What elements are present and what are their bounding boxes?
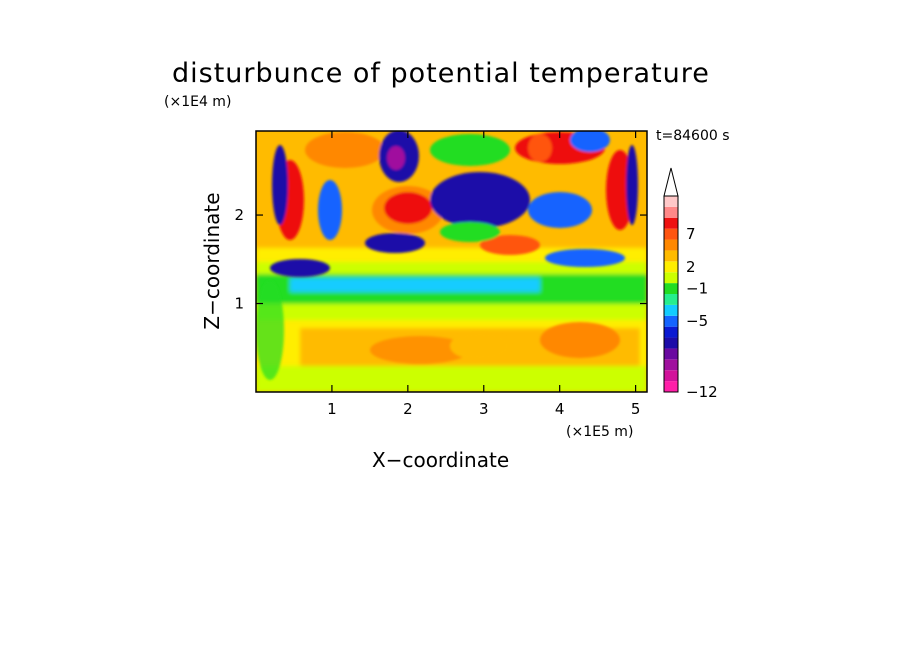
chart-title: disturbunce of potential temperature (172, 58, 710, 89)
field-blob (570, 131, 610, 152)
colorbar-swatch (664, 272, 678, 284)
colorbar-swatch (664, 217, 678, 229)
colorbar-swatch (664, 283, 678, 294)
field-blob (387, 146, 405, 170)
field-blob (540, 322, 620, 358)
x-axis-unit: (×1E5 m) (566, 424, 634, 440)
colorbar-swatch (664, 261, 678, 273)
colorbar-swatch (664, 196, 678, 207)
y-tick-label: 2 (234, 206, 244, 224)
x-axis-label: X−coordinate (372, 448, 510, 472)
field-band (290, 278, 540, 292)
colorbar-swatch (664, 239, 678, 251)
x-tick-label: 5 (631, 400, 641, 418)
colorbar-tick-label: −12 (686, 383, 718, 401)
y-axis-ticks: 12 (234, 206, 647, 313)
colorbar-swatch (664, 294, 678, 305)
colorbar-tick-label: 2 (686, 258, 696, 276)
plot-frame (255, 130, 648, 393)
field-blob (272, 145, 288, 225)
colorbar: 7 2 −1 −5 −12 (663, 167, 718, 401)
field-blob (545, 249, 625, 267)
field-blob (256, 280, 284, 380)
colorbar-swatch (664, 326, 678, 338)
field-band (256, 366, 647, 392)
field-blob (440, 222, 500, 242)
colorbar-swatch (664, 304, 678, 316)
field-blob (528, 134, 552, 162)
field-blob (430, 134, 510, 166)
colorbar-swatch (664, 381, 678, 392)
colorbar-tick-label: −5 (686, 312, 708, 330)
x-tick-label: 1 (327, 400, 337, 418)
colorbar-tick-label: 7 (686, 225, 696, 243)
colorbar-swatch (664, 206, 678, 218)
field-blob (626, 145, 638, 225)
field-blob (365, 233, 425, 253)
field-blob (270, 259, 330, 277)
field-blob (480, 235, 540, 255)
field-blob (430, 172, 530, 228)
y-axis-unit: (×1E4 m) (164, 94, 232, 110)
colorbar-swatch (664, 250, 678, 262)
colorbar-extend-arrow (663, 167, 679, 197)
colorbar-swatch (664, 228, 678, 240)
colorbar-tick-label: −1 (686, 280, 708, 298)
colorbar-swatch (664, 337, 678, 349)
y-tick-label: 1 (234, 295, 244, 313)
colorbar-swatch (664, 359, 678, 371)
colorbar-swatch (664, 370, 678, 382)
colorbar-swatch (664, 315, 678, 327)
contour-field (256, 131, 647, 392)
x-tick-label: 3 (479, 400, 489, 418)
x-tick-label: 4 (555, 400, 565, 418)
x-tick-label: 2 (403, 400, 413, 418)
field-blob (318, 180, 342, 240)
field-blob (528, 192, 592, 228)
field-blob (384, 192, 432, 224)
colorbar-frame (663, 195, 679, 393)
colorbar-swatch (664, 348, 678, 360)
time-annotation: t=84600 s (656, 128, 730, 144)
x-axis-ticks: 1 2 3 4 5 (327, 131, 640, 418)
field-blob (450, 332, 510, 360)
field-blob (370, 336, 470, 364)
field-blob (305, 132, 385, 168)
